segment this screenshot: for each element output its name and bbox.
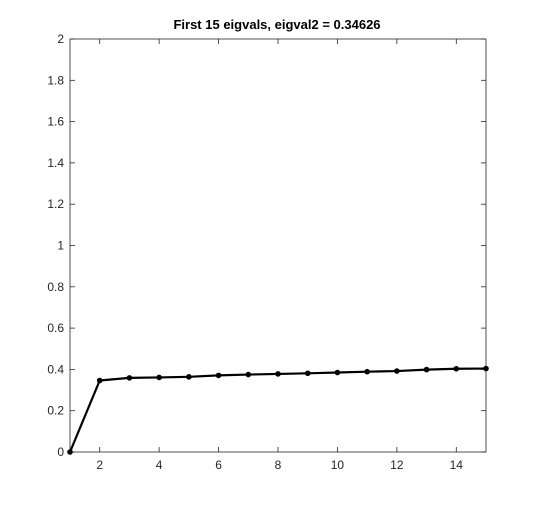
data-point (67, 449, 73, 455)
y-tick-label: 0.4 (47, 362, 64, 376)
data-point (364, 368, 370, 375)
y-tick-label: 1.6 (47, 115, 64, 129)
data-series (67, 365, 489, 455)
data-point (423, 366, 430, 373)
data-point (453, 365, 460, 372)
y-tick-label: 1.8 (47, 73, 64, 87)
data-point (334, 369, 341, 376)
axis-ticks: 2 4 6 8 10 12 14 0 0.2 0.4 0.6 0.8 1 1.2 1.4 1.6 1.8 2 (47, 32, 486, 472)
y-tick-label: 1 (57, 239, 64, 253)
chart-title: First 15 eigvals, eigval2 = 0.34626 (173, 17, 380, 32)
data-point (483, 365, 489, 372)
x-tick-label: 2 (96, 458, 103, 472)
data-point (126, 375, 133, 381)
y-tick-label: 0.6 (47, 321, 64, 335)
y-tick-label: 1.2 (47, 197, 64, 211)
data-point (186, 374, 192, 380)
data-point (394, 368, 400, 374)
data-point (245, 371, 252, 378)
data-point (215, 372, 222, 379)
x-tick-label: 4 (156, 458, 163, 472)
plot-frame (69, 38, 487, 453)
data-point (156, 374, 162, 381)
x-tick-label: 10 (331, 458, 345, 472)
y-tick-label: 1.4 (47, 156, 64, 170)
y-tick-label: 2 (57, 32, 64, 46)
data-point (275, 371, 281, 377)
x-tick-label: 12 (390, 458, 404, 472)
x-tick-label: 8 (275, 458, 282, 472)
y-tick-label: 0 (57, 445, 64, 459)
x-tick-label: 14 (450, 458, 464, 472)
data-point (96, 377, 103, 384)
plot-axes (69, 38, 487, 453)
y-tick-label: 0.2 (47, 404, 64, 418)
y-tick-label: 0.8 (47, 280, 64, 294)
x-tick-label: 6 (215, 458, 222, 472)
data-point (304, 370, 311, 377)
series-line (68, 367, 487, 453)
